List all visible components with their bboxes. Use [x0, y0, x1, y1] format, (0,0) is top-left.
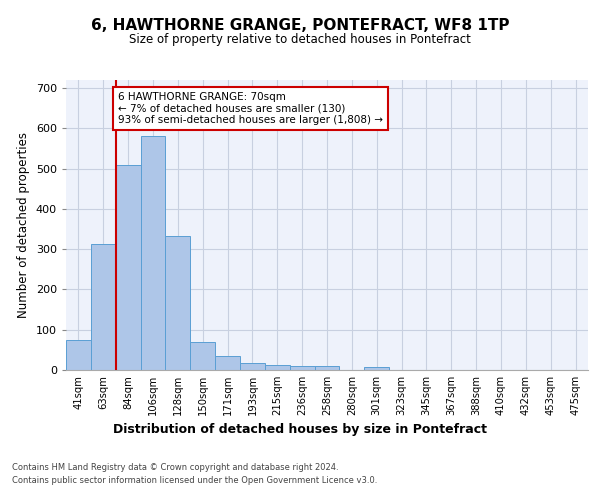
Bar	[314, 366, 340, 370]
Bar	[66, 340, 91, 370]
Text: Size of property relative to detached houses in Pontefract: Size of property relative to detached ho…	[129, 32, 471, 46]
Text: 6, HAWTHORNE GRANGE, PONTEFRACT, WF8 1TP: 6, HAWTHORNE GRANGE, PONTEFRACT, WF8 1TP	[91, 18, 509, 32]
Bar	[166, 236, 190, 370]
Bar	[140, 136, 166, 370]
Text: Contains public sector information licensed under the Open Government Licence v3: Contains public sector information licen…	[12, 476, 377, 485]
Bar	[215, 356, 240, 370]
Text: 6 HAWTHORNE GRANGE: 70sqm
← 7% of detached houses are smaller (130)
93% of semi-: 6 HAWTHORNE GRANGE: 70sqm ← 7% of detach…	[118, 92, 383, 126]
Y-axis label: Number of detached properties: Number of detached properties	[17, 132, 30, 318]
Bar	[240, 363, 265, 370]
Bar	[290, 366, 314, 370]
Bar	[265, 365, 290, 370]
Bar	[190, 342, 215, 370]
Text: Distribution of detached houses by size in Pontefract: Distribution of detached houses by size …	[113, 422, 487, 436]
Text: Contains HM Land Registry data © Crown copyright and database right 2024.: Contains HM Land Registry data © Crown c…	[12, 462, 338, 471]
Bar	[364, 367, 389, 370]
Bar	[91, 244, 116, 370]
Bar	[116, 164, 140, 370]
